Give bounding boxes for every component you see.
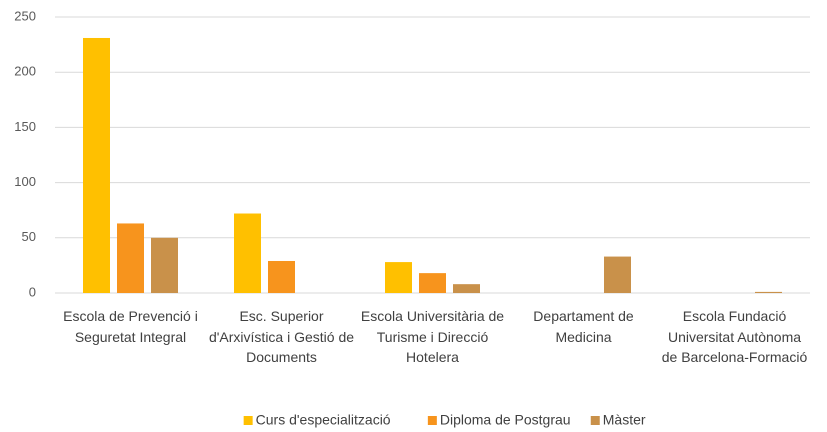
legend-label: Màster xyxy=(603,412,646,428)
y-tick-label: 50 xyxy=(22,229,36,244)
bar xyxy=(755,291,782,293)
legend-swatch xyxy=(590,416,600,425)
x-tick-label: Escola Fundació Universitat Autònoma de … xyxy=(661,308,808,365)
bar xyxy=(385,262,412,293)
y-tick-label: 250 xyxy=(14,8,36,23)
bar xyxy=(268,260,295,293)
x-tick-label: Escola Universitària de Turisme i Direcc… xyxy=(360,308,505,365)
x-tick-label: Escola de Prevenció i Seguretat Integral xyxy=(63,308,198,345)
bar xyxy=(419,273,446,293)
legend-swatch xyxy=(243,416,253,425)
y-tick-label: 100 xyxy=(14,174,36,189)
x-tick-label: Departament de Medicina xyxy=(533,308,634,345)
bar xyxy=(151,237,178,293)
bar xyxy=(604,256,631,293)
legend-label: Curs d'especialització xyxy=(256,412,391,428)
bar xyxy=(117,223,144,293)
legend-swatch xyxy=(427,416,437,425)
y-tick-label: 200 xyxy=(14,64,36,79)
bar xyxy=(234,213,261,293)
y-tick-label: 150 xyxy=(14,119,36,134)
y-tick-label: 0 xyxy=(29,284,36,299)
bar xyxy=(83,37,110,294)
legend-label: Diploma de Postgrau xyxy=(440,412,571,428)
bar xyxy=(453,284,480,293)
x-tick-label: Esc. Superior d'Arxivística i Gestió de … xyxy=(208,308,355,365)
